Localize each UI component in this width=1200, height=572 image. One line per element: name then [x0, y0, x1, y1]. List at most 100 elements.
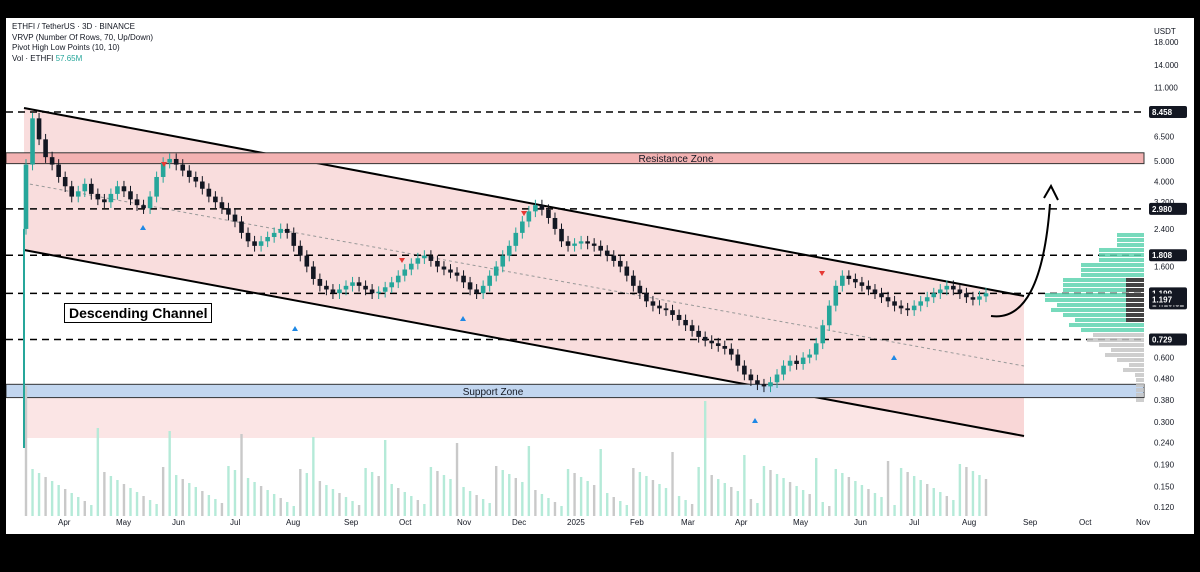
candle-body-27 [200, 181, 205, 189]
pivot-low-marker-2 [460, 316, 466, 321]
vrvp-row-7 [1081, 268, 1144, 272]
volume-bar-15 [122, 484, 126, 516]
volume-bar-11 [96, 428, 100, 516]
candle-body-63 [435, 260, 440, 267]
candle-body-23 [173, 158, 179, 165]
symbol-line[interactable]: ETHFI / TetherUS · 3D · BINANCE [12, 22, 135, 31]
candle-body-136 [911, 305, 917, 311]
vrvp-row-32 [1136, 393, 1144, 397]
candle-body-129 [866, 285, 871, 290]
candle-body-121 [813, 343, 819, 355]
price-tick-label: 0.190 [1154, 460, 1175, 469]
volume-bar-38 [272, 494, 276, 516]
candle-body-87 [591, 243, 597, 246]
vrvp-dark-14 [1126, 303, 1144, 307]
pivot-high-marker-3 [819, 271, 825, 276]
candle-body-49 [343, 285, 349, 290]
candle-body-83 [565, 241, 571, 246]
volume-bar-22 [168, 431, 171, 516]
vrvp-row-13 [1045, 298, 1144, 302]
volume-bar-128 [860, 485, 864, 516]
candle-body-4 [49, 157, 55, 165]
vol-line[interactable]: Vol · ETHFI 57.65M [12, 54, 153, 65]
price-tag-bg-0 [1149, 106, 1187, 118]
price-tick-label: 0.480 [1154, 374, 1175, 383]
volume-bar-68 [468, 491, 472, 516]
price-axis[interactable]: 18.00014.00011.0006.5005.0004.0003.2002.… [1149, 27, 1187, 512]
candle-body-126 [846, 275, 852, 279]
candle-body-77 [526, 211, 532, 222]
vrvp-row-25 [1117, 358, 1144, 362]
candle-body-11 [95, 193, 101, 200]
candle-body-31 [226, 208, 231, 215]
volume-bar-85 [579, 477, 583, 516]
candle-body-131 [879, 293, 884, 298]
vrvp-row-24 [1105, 353, 1144, 357]
volume-bar-48 [338, 493, 341, 516]
volume-bar-63 [436, 471, 439, 516]
volume-bar-2 [37, 473, 41, 516]
vrvp-row-3 [1099, 248, 1144, 252]
candle-body-96 [650, 301, 656, 306]
candle-body-118 [794, 360, 799, 365]
volume-bar-93 [632, 468, 635, 516]
volume-bar-133 [893, 505, 896, 516]
time-tick-label: Nov [457, 518, 471, 527]
price-tag-text: 2.980 [1152, 205, 1173, 214]
volume-bar-53 [370, 472, 374, 516]
volume-bar-126 [847, 477, 851, 516]
candle-body-132 [885, 297, 891, 302]
vrvp-line[interactable]: VRVP (Number Of Rows, 70, Up/Down) [12, 32, 154, 42]
price-tick-label: 2.400 [1154, 225, 1175, 234]
vrvp-row-22 [1099, 343, 1144, 347]
candle-body-110 [742, 365, 747, 375]
price-tick-label: 18.000 [1154, 38, 1179, 47]
volume-bar-81 [553, 502, 557, 516]
volume-bar-82 [560, 506, 563, 516]
volume-bar-69 [475, 495, 478, 516]
candle-body-20 [154, 176, 159, 197]
chart-legend: ETHFI / TetherUS · 3D · BINANCE VRVP (Nu… [12, 22, 153, 64]
candle-body-17 [134, 199, 140, 206]
volume-bar-86 [586, 481, 589, 516]
volume-bar-146 [978, 475, 981, 516]
vrvp-row-27 [1123, 368, 1144, 372]
candle-body-133 [892, 301, 897, 306]
candle-body-8 [75, 191, 81, 197]
price-tick-label: 0.380 [1154, 396, 1175, 405]
candle-body-40 [284, 228, 290, 233]
candle-body-84 [572, 243, 577, 246]
candle-body-66 [454, 272, 460, 276]
volume-bar-24 [181, 479, 184, 516]
volume-bar-108 [730, 487, 733, 516]
candle-body-103 [696, 330, 701, 337]
candle-body-123 [826, 305, 832, 326]
resistance-zone-label: Resistance Zone [638, 154, 713, 165]
price-tag-bg-1 [1149, 202, 1187, 215]
candle-body-45 [317, 278, 323, 286]
time-tick-label: Sep [1023, 518, 1038, 527]
channel-lower-line [23, 249, 1025, 437]
volume-bar-70 [481, 499, 485, 516]
vrvp-row-4 [1099, 253, 1144, 257]
candle-body-146 [977, 296, 982, 300]
pivot-line[interactable]: Pivot High Low Points (10, 10) [12, 43, 120, 52]
time-tick-label: Oct [1079, 518, 1092, 527]
candle-body-90 [611, 255, 617, 261]
volume-bar-115 [775, 474, 779, 516]
price-chart[interactable]: Resistance Zone Support Zone 18.000 14.000… [6, 18, 1194, 534]
candle-body-13 [108, 193, 114, 203]
volume-bar-136 [912, 476, 916, 516]
volume-bar-16 [129, 488, 132, 516]
time-axis[interactable]: Apr May Jun Jul Aug Sep Oct Nov Dec 2025 Feb Mar Apr… [58, 518, 1150, 527]
candle-body-98 [663, 308, 669, 311]
volume-bar-147 [984, 479, 988, 516]
volume-bar-125 [841, 473, 844, 516]
volume-bar-40 [286, 502, 289, 516]
volume-bar-9 [83, 501, 86, 516]
volume-bar-28 [207, 495, 211, 516]
volume-bar-114 [769, 470, 772, 516]
candle-body-54 [376, 291, 381, 294]
vrvp-row-11 [1063, 288, 1144, 292]
volume-bar-78 [534, 490, 537, 516]
